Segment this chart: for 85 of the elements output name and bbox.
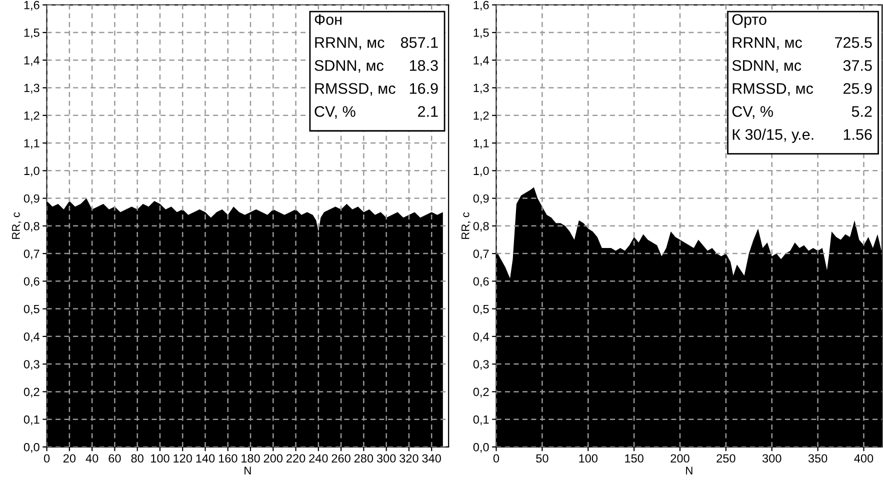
x-tick-label: 100 [151,454,170,463]
annotation: Орто [732,14,766,28]
y-tick-label: 1,3 [24,84,40,94]
annotation: 16.9 [410,83,438,94]
y-tick-label: 0,9 [24,194,40,204]
annotation: 857.1 [400,37,438,48]
y-tick-label: 1,5 [474,28,489,38]
annotation: CV, % [732,106,773,119]
y-tick-label: 0,6 [24,277,40,287]
y-tick-label: 1,2 [24,111,40,122]
annotation: RMSSD, мс [315,83,396,96]
y-tick-label: 0,1 [24,415,40,426]
y-tick-label: 0,6 [473,277,489,287]
x-tick-label: 220 [286,454,306,463]
annotation: 37.5 [843,60,872,71]
x-axis-title: N [244,466,251,474]
x-tick-label: 20 [63,454,76,463]
x-tick-label: 150 [625,454,644,463]
annotation: RRNN, мс [315,37,384,50]
annotation: 1.56 [844,129,872,140]
x-tick-label: 40 [86,454,98,463]
x-tick-label: 340 [422,454,441,463]
annotation: 25.9 [844,83,872,94]
x-tick-label: 240 [309,454,328,463]
y-tick-label: 0,8 [473,222,489,232]
y-tick-label: 1,0 [474,166,489,176]
annotation: 725.5 [835,37,872,48]
y-tick-label: 0,1 [473,415,489,426]
y-axis-title: RR, с [12,212,22,239]
y-tick-label: 0,2 [473,388,489,398]
x-tick-label: 280 [354,454,374,463]
x-tick-label: 160 [218,454,238,463]
x-tick-label: 80 [131,454,144,463]
x-tick-label: 0 [493,454,500,463]
x-tick-label: 400 [854,454,874,463]
annotation: 2.1 [418,106,438,117]
x-axis-title: N [686,466,692,474]
x-tick-label: 60 [108,454,121,463]
annotation: SDNN, мс [314,60,384,73]
x-tick-label: 320 [400,454,418,463]
x-tick-label: 200 [670,454,690,463]
x-tick-label: 200 [264,454,283,463]
y-tick-label: 0,3 [473,360,489,370]
y-tick-label: 0,5 [24,304,40,315]
y-tick-label: 0,3 [24,360,40,370]
y-tick-label: 0,8 [24,222,40,232]
y-tick-label: 1,2 [474,111,489,122]
y-tick-label: 0,4 [473,332,489,342]
y-tick-label: 1,6 [474,0,489,11]
y-tick-label: 0,9 [473,194,489,204]
x-tick-label: 50 [536,454,548,463]
x-tick-label: 100 [579,454,598,463]
y-tick-label: 1,4 [474,56,489,66]
x-tick-label: 180 [242,454,260,463]
y-tick-label: 0,7 [473,250,489,260]
x-tick-label: 0 [44,454,50,463]
annotation: RMSSD, мс [732,83,814,96]
y-tick-label: 0,0 [24,442,40,453]
x-tick-label: 300 [762,454,782,463]
x-tick-label: 120 [174,454,192,463]
x-tick-label: 260 [332,454,350,463]
y-tick-label: 0,4 [24,332,40,342]
y-tick-label: 1,0 [24,166,40,176]
annotation: 5.2 [852,106,872,117]
y-tick-label: 1,5 [24,28,40,38]
annotation: RRNN, мс [732,37,802,50]
y-tick-label: 1,1 [474,139,489,149]
x-tick-label: 350 [808,454,828,463]
x-tick-label: 250 [716,454,736,463]
y-tick-label: 0,7 [24,250,40,260]
y-tick-label: 1,3 [474,84,489,94]
annotation: SDNN, мс [732,60,802,73]
y-tick-label: 1,6 [24,0,40,11]
annotation: Фон [314,14,342,25]
y-tick-label: 1,4 [24,56,40,66]
annotation: К 30/15, у.е. [732,128,814,143]
y-axis-title: RR, с [462,212,471,239]
y-tick-label: 1,1 [24,139,40,149]
annotation: CV, % [314,106,356,119]
x-tick-label: 140 [196,454,215,463]
y-tick-label: 0,0 [473,442,489,453]
x-tick-label: 300 [376,454,396,463]
y-tick-label: 0,2 [24,388,40,398]
y-tick-label: 0,5 [473,304,489,315]
annotation: 18.3 [410,60,438,71]
